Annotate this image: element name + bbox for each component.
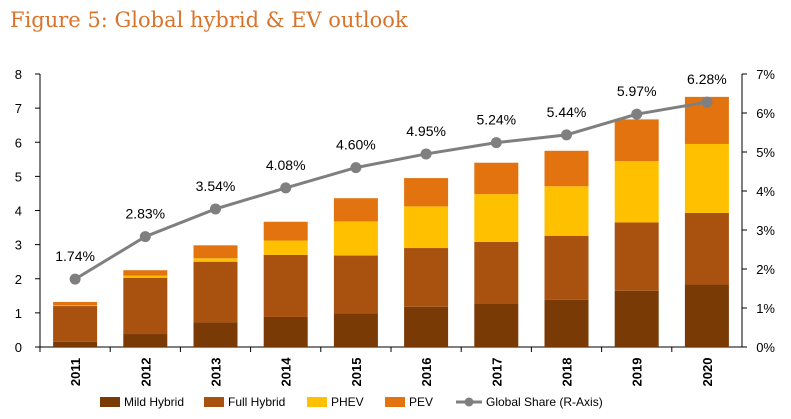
bar-full-hybrid: [684, 212, 729, 285]
bar-mild-hybrid: [333, 313, 378, 347]
legend-label: Global Share (R-Axis): [486, 395, 603, 409]
global-share-point: [210, 203, 221, 215]
legend-swatch-phev: [307, 397, 327, 407]
bar-full-hybrid: [53, 306, 98, 342]
right-tick-label: 7%: [756, 67, 775, 82]
left-tick-label: 8: [15, 67, 22, 82]
left-tick-label: 0: [15, 340, 22, 355]
x-tick-label: 2018: [560, 358, 575, 387]
global-share-label: 3.54%: [196, 178, 236, 194]
global-share-point: [561, 129, 572, 141]
x-tick-label: 2019: [630, 358, 645, 387]
bar-mild-hybrid: [193, 322, 238, 347]
global-share-label: 4.08%: [266, 157, 306, 173]
legend-swatch-full-hybrid: [204, 397, 224, 407]
left-tick-label: 4: [15, 204, 22, 219]
bar-phev: [53, 305, 98, 307]
global-share-point: [701, 96, 713, 108]
global-share-label: 4.95%: [406, 123, 446, 139]
global-share-label: 1.74%: [55, 248, 95, 264]
global-share-point: [420, 148, 432, 160]
bar-pev: [333, 198, 378, 222]
global-share-point: [631, 108, 643, 120]
global-share-point: [69, 273, 81, 285]
x-tick-label: 2013: [209, 358, 224, 387]
x-tick-label: 2012: [138, 358, 153, 387]
legend-label: PEV: [409, 395, 433, 409]
right-tick-label: 0%: [756, 340, 775, 355]
global-share-point: [350, 162, 362, 174]
x-tick-label: 2020: [700, 358, 715, 387]
global-share-label: 5.97%: [617, 83, 657, 99]
legend-swatch-mild-hybrid: [100, 397, 120, 407]
bar-pev: [53, 301, 98, 306]
right-tick-label: 2%: [756, 262, 775, 277]
global-share-point: [139, 231, 151, 243]
bar-mild-hybrid: [614, 290, 659, 347]
bar-full-hybrid: [474, 241, 519, 304]
legend-label: Full Hybrid: [228, 395, 285, 409]
x-tick-label: 2016: [419, 358, 434, 387]
bar-phev: [193, 258, 238, 262]
bar-mild-hybrid: [474, 303, 519, 347]
global-share-label: 5.24%: [476, 112, 516, 128]
x-tick-label: 2017: [489, 358, 504, 387]
right-tick-label: 4%: [756, 184, 775, 199]
right-tick-label: 1%: [756, 301, 775, 316]
bar-phev: [544, 186, 589, 236]
legend-label: Mild Hybrid: [124, 395, 184, 409]
bar-phev: [404, 206, 449, 249]
bar-full-hybrid: [614, 222, 659, 291]
bar-pev: [193, 245, 238, 259]
x-tick-label: 2014: [279, 357, 294, 387]
left-tick-label: 1: [15, 306, 22, 321]
x-tick-label: 2015: [349, 358, 364, 387]
bar-pev: [123, 270, 168, 276]
bar-full-hybrid: [193, 261, 238, 323]
global-share-label: 4.60%: [336, 137, 376, 153]
legend-label: PHEV: [331, 395, 364, 409]
x-tick-label: 2011: [68, 358, 83, 386]
bar-pev: [404, 178, 449, 207]
bar-full-hybrid: [263, 254, 308, 317]
bar-phev: [263, 240, 308, 255]
global-share-label: 2.83%: [125, 206, 165, 222]
bar-phev: [123, 275, 168, 278]
bar-mild-hybrid: [263, 316, 308, 347]
bar-phev: [333, 221, 378, 256]
left-tick-label: 5: [15, 169, 22, 184]
left-tick-label: 2: [15, 272, 22, 287]
legend-swatch-pev: [385, 397, 405, 407]
bar-full-hybrid: [544, 235, 589, 300]
bar-pev: [263, 221, 308, 241]
global-share-point: [280, 182, 292, 194]
bar-mild-hybrid: [404, 306, 449, 347]
bar-mild-hybrid: [53, 341, 98, 347]
bar-mild-hybrid: [123, 334, 168, 347]
bar-phev: [684, 143, 729, 213]
bar-full-hybrid: [404, 248, 449, 307]
bar-full-hybrid: [123, 277, 168, 335]
right-tick-label: 3%: [756, 223, 775, 238]
global-share-line: [74, 100, 708, 281]
bar-phev: [614, 161, 659, 223]
bar-pev: [474, 162, 519, 195]
right-tick-label: 5%: [756, 145, 775, 160]
bar-phev: [474, 194, 519, 242]
global-share-label: 5.44%: [547, 104, 587, 120]
bar-mild-hybrid: [684, 284, 729, 347]
global-share-label: 6.28%: [687, 71, 727, 87]
global-share-point: [490, 137, 502, 149]
left-tick-label: 3: [15, 238, 22, 253]
bar-full-hybrid: [333, 255, 378, 314]
left-tick-label: 6: [15, 135, 22, 150]
bar-pev: [614, 119, 659, 162]
bar-mild-hybrid: [544, 299, 589, 347]
legend-marker-global-share: [464, 397, 474, 407]
bar-pev: [544, 150, 589, 187]
left-tick-label: 7: [15, 101, 22, 116]
right-tick-label: 6%: [756, 106, 775, 121]
chart-title: Figure 5: Global hybrid & EV outlook: [10, 8, 408, 32]
